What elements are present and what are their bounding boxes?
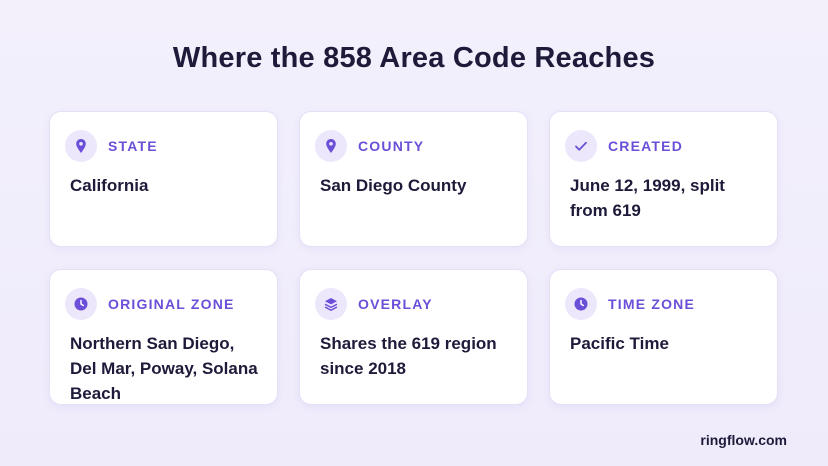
layers-icon: [315, 288, 347, 320]
card-value: June 12, 1999, split from 619: [570, 176, 725, 220]
card-label: OVERLAY: [358, 296, 433, 312]
footer-brand: ringflow.com: [700, 432, 787, 448]
card-value: San Diego County: [320, 176, 467, 195]
card: ORIGINAL ZONE Northern San Diego, Del Ma…: [49, 269, 278, 405]
card-value: Pacific Time: [570, 334, 669, 353]
card: OVERLAY Shares the 619 region since 2018: [299, 269, 528, 405]
card: STATE California: [49, 111, 278, 247]
check-icon: [565, 130, 597, 162]
card: COUNTY San Diego County: [299, 111, 528, 247]
clock-icon: [565, 288, 597, 320]
title: Where the 858 Area Code Reaches: [172, 42, 656, 74]
clock-icon: [65, 288, 97, 320]
card-label: STATE: [108, 138, 158, 154]
card-value: Northern San Diego, Del Mar, Poway, Sola…: [70, 334, 258, 403]
pin-icon: [65, 130, 97, 162]
card-value: Shares the 619 region since 2018: [320, 334, 497, 378]
card: CREATED June 12, 1999, split from 619: [549, 111, 778, 247]
card-value: California: [70, 176, 149, 195]
pin-icon: [315, 130, 347, 162]
card-label: COUNTY: [358, 138, 425, 154]
card-label: ORIGINAL ZONE: [108, 296, 235, 312]
card: TIME ZONE Pacific Time: [549, 269, 778, 405]
card-label: CREATED: [608, 138, 684, 154]
card-label: TIME ZONE: [608, 296, 696, 312]
